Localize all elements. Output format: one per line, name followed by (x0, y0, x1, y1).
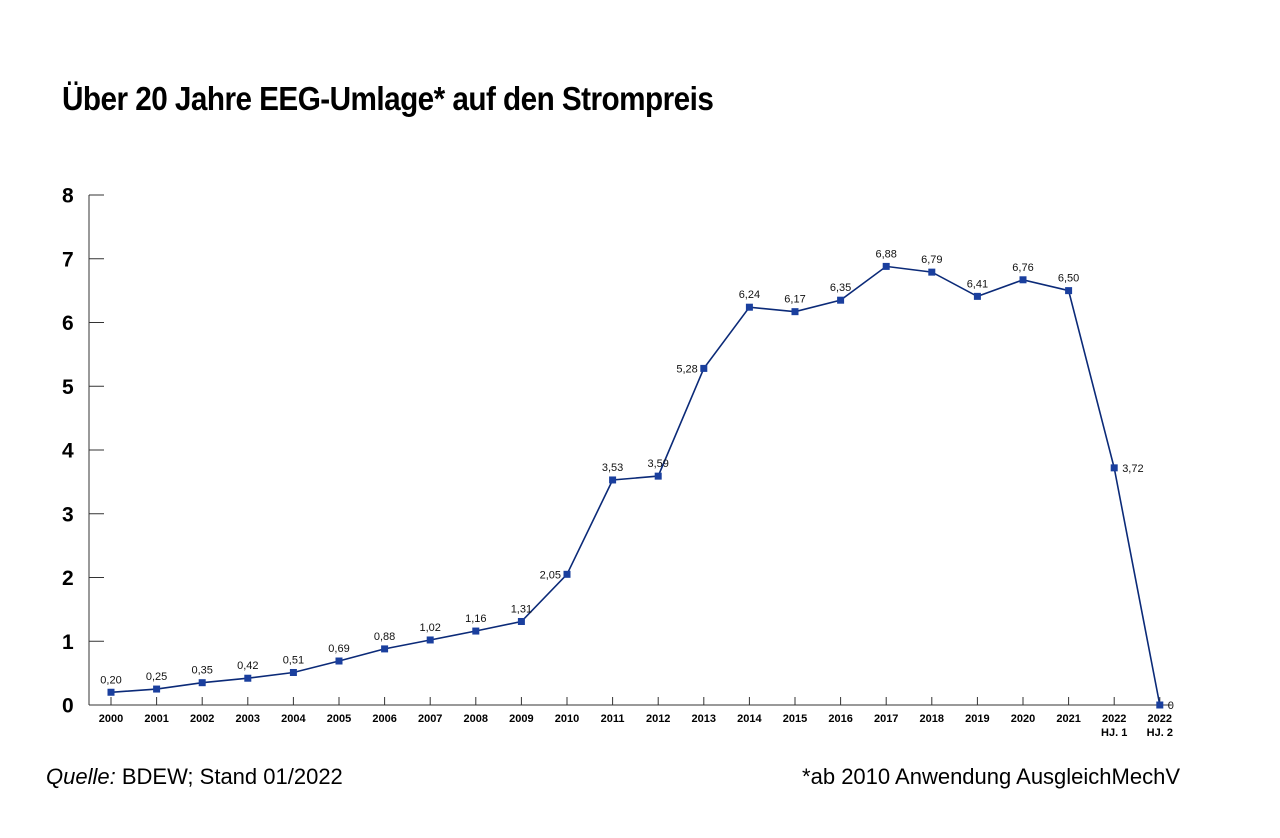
x-tick-label: 2009 (509, 713, 533, 725)
data-point (1156, 701, 1164, 709)
data-label: 1,16 (465, 613, 486, 625)
data-label: 0,20 (100, 674, 121, 686)
source-label: Quelle: (46, 764, 116, 789)
x-tick-label: 2005 (327, 713, 351, 725)
data-point (973, 292, 981, 300)
data-label: 0 (1168, 700, 1174, 712)
data-label: 3,72 (1122, 463, 1143, 475)
data-label: 3,53 (602, 462, 623, 474)
chart-title: Über 20 Jahre EEG-Umlage* auf den Stromp… (62, 80, 714, 117)
y-tick-label: 6 (62, 312, 74, 335)
data-point (153, 685, 161, 693)
y-tick-label: 4 (62, 440, 74, 463)
data-point (107, 688, 115, 696)
y-tick-label: 1 (62, 631, 74, 654)
x-tick-label: 2018 (920, 713, 944, 725)
x-tick-label: 2007 (418, 713, 442, 725)
data-label: 3,59 (647, 458, 668, 470)
data-point (335, 657, 343, 665)
x-tick-label: 2000 (99, 713, 123, 725)
y-tick-label: 3 (62, 503, 74, 526)
data-label: 0,88 (374, 631, 395, 643)
data-point (928, 268, 936, 276)
data-point (244, 674, 252, 682)
data-label: 6,17 (784, 294, 805, 306)
data-point (198, 679, 206, 687)
data-point (426, 636, 434, 644)
data-label: 5,28 (676, 363, 697, 375)
x-tick-label: HJ. 1 (1101, 727, 1127, 739)
x-tick-label: 2002 (190, 713, 214, 725)
x-tick-label: 2012 (646, 713, 670, 725)
data-point (700, 364, 708, 372)
series-line (110, 265, 1161, 706)
x-tick-label: HJ. 2 (1147, 727, 1173, 739)
data-point (745, 303, 753, 311)
data-point (837, 296, 845, 304)
data-point (1019, 276, 1027, 284)
data-label: 0,42 (237, 660, 258, 672)
data-point (882, 262, 890, 270)
data-labels: 0,20 0,25 0,35 0,42 0,51 0,69 0,88 1,02 1,16 1,31… (100, 248, 1174, 712)
x-tick-label: 2010 (555, 713, 579, 725)
x-tick-label: 2019 (965, 713, 989, 725)
axes (88, 195, 1172, 706)
data-point (654, 472, 662, 480)
y-tick-label: 0 (62, 695, 74, 718)
x-tick-label: 2008 (464, 713, 488, 725)
footnote: *ab 2010 Anwendung AusgleichMechV (802, 764, 1180, 789)
data-label: 6,88 (875, 248, 896, 260)
source-text: BDEW; Stand 01/2022 (115, 764, 343, 789)
data-label: 6,24 (739, 289, 760, 301)
x-tick-label: 2022 (1102, 713, 1126, 725)
x-tick-label: 2017 (874, 713, 898, 725)
data-point (517, 617, 525, 625)
data-point (472, 627, 480, 635)
data-label: 6,76 (1012, 262, 1033, 274)
x-tick-label: 2015 (783, 713, 807, 725)
data-label: 6,79 (921, 254, 942, 266)
data-label: 2,05 (540, 569, 561, 581)
data-point (289, 668, 297, 676)
data-label: 0,69 (328, 643, 349, 655)
data-point (563, 570, 571, 578)
y-tick-label: 5 (62, 376, 74, 399)
data-point (609, 476, 617, 484)
x-tick-label: 2004 (281, 713, 306, 725)
x-tick-label: 2021 (1056, 713, 1080, 725)
data-label: 6,35 (830, 282, 851, 294)
data-point (1110, 464, 1118, 472)
x-tick-label: 2014 (737, 713, 762, 725)
x-tick-label: 2020 (1011, 713, 1035, 725)
data-point (1065, 287, 1073, 295)
source-note: Quelle: BDEW; Stand 01/2022 (46, 764, 343, 790)
data-point (791, 308, 799, 316)
data-label: 6,41 (967, 278, 988, 290)
x-axis-ticks: 2000 2001 2002 2003 2004 2005 2006 2007 2008 2009… (99, 697, 1173, 739)
data-label: 0,35 (191, 665, 212, 677)
y-tick-label: 7 (62, 248, 74, 271)
data-point (381, 645, 389, 653)
x-tick-label: 2003 (236, 713, 260, 725)
x-tick-label: 2006 (372, 713, 396, 725)
x-tick-label: 2016 (828, 713, 852, 725)
x-tick-label: 2013 (692, 713, 716, 725)
data-label: 6,50 (1058, 273, 1079, 285)
data-label: 1,02 (419, 622, 440, 634)
data-label: 0,25 (146, 671, 167, 683)
x-tick-label: 2011 (601, 713, 625, 725)
x-tick-label: 2001 (144, 713, 168, 725)
x-tick-label: 2022 (1148, 713, 1172, 725)
y-axis-ticks: 0 1 2 3 4 5 6 7 8 (62, 185, 104, 718)
y-tick-label: 2 (62, 567, 74, 590)
series-markers (107, 262, 1164, 709)
data-label: 1,31 (511, 603, 532, 615)
data-label: 0,51 (283, 654, 304, 666)
y-tick-label: 8 (62, 185, 74, 208)
